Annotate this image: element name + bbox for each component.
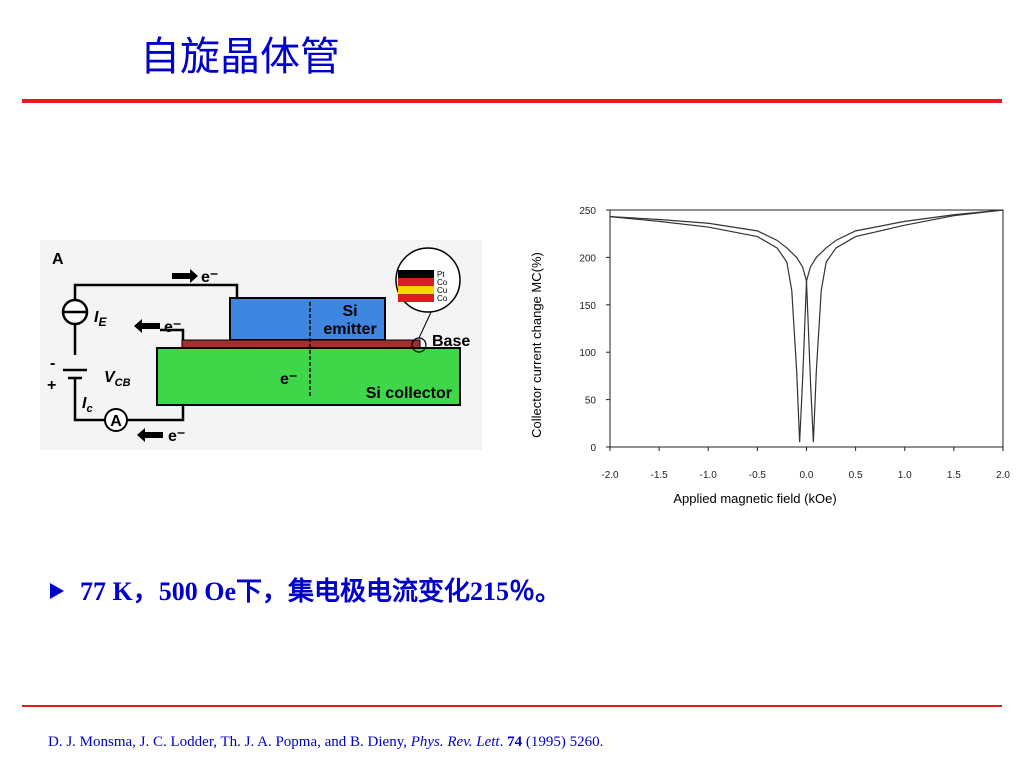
collector: [156, 347, 461, 406]
layer-label: Cu: [437, 286, 447, 295]
electron-label: e⁻: [201, 269, 218, 286]
y-tick-label: 150: [579, 301, 596, 312]
subscript: E: [98, 315, 107, 329]
arrows: [134, 269, 198, 442]
x-tick-label: -1.5: [651, 470, 669, 481]
layer: [398, 270, 434, 278]
layer-label: Pt: [437, 270, 445, 279]
ammeter: [104, 408, 128, 432]
journal: Phys. Rev. Lett: [410, 734, 501, 750]
symbol: V: [104, 369, 116, 386]
ammeter-label: A: [110, 413, 122, 430]
plus-sign: +: [47, 377, 56, 394]
emitter-label: Si: [342, 303, 357, 320]
wires: [63, 283, 239, 422]
slide-title: 自旋晶体管: [140, 34, 340, 79]
y-tick-label: 50: [585, 396, 597, 407]
reference: D. J. Monsma, J. C. Lodder, Th. J. A. Po…: [48, 734, 603, 750]
layer: [398, 294, 434, 302]
bullet-marker: [50, 583, 64, 599]
x-tick-label: 0.0: [800, 470, 814, 481]
mc-curve: [609, 209, 1004, 443]
y-tick-label: 100: [579, 348, 596, 359]
footer-rule: [22, 705, 1002, 707]
plot-frame: [609, 209, 1004, 448]
mc-curve: [609, 209, 1004, 443]
y-tick-label: 200: [579, 253, 596, 264]
subscript: c: [86, 403, 92, 415]
diagram: A A e⁻ e⁻ e⁻ IE VCB Ic - + Si emitter: [40, 240, 482, 450]
mc-chart: Applied magnetic field (kOe) Collector c…: [529, 206, 1010, 506]
year-page: (1995) 5260.: [522, 734, 603, 750]
minus-sign: -: [50, 355, 55, 372]
panel-label: A: [52, 251, 64, 268]
y-tick-label: 250: [579, 206, 596, 217]
electron-label: e⁻: [280, 371, 297, 388]
emitter-label: emitter: [323, 321, 376, 338]
callout-line: [418, 309, 433, 339]
vcb-label: VCB: [104, 369, 131, 389]
layer-label: Co: [437, 278, 448, 287]
electron-label: e⁻: [164, 319, 181, 336]
layer: [398, 278, 434, 286]
x-tick-label: 0.5: [849, 470, 863, 481]
y-tick-label: 0: [590, 443, 596, 454]
x-tick-label: -1.0: [700, 470, 718, 481]
symbol: I: [82, 395, 87, 412]
collector-label: Si collector: [366, 385, 452, 402]
x-tick-label: 1.0: [898, 470, 912, 481]
ie-label: IE: [94, 309, 107, 329]
x-axis-label: Applied magnetic field (kOe): [673, 491, 836, 506]
base-label: Base: [432, 333, 470, 350]
subscript: CB: [115, 377, 131, 389]
bullet-text: 77 K，500 Oe下，集电极电流变化215％。: [80, 576, 561, 606]
symbol: I: [94, 309, 99, 326]
base: [181, 339, 421, 349]
x-tick-label: 1.5: [947, 470, 961, 481]
x-tick-label: -2.0: [601, 470, 619, 481]
x-tick-label: -0.5: [749, 470, 767, 481]
separator: .: [500, 734, 508, 750]
volume: 74: [507, 734, 523, 750]
ic-label: Ic: [82, 395, 93, 415]
electron-label: e⁻: [168, 428, 185, 445]
x-tick-label: 2.0: [996, 470, 1010, 481]
layer-label: Co: [437, 294, 448, 303]
authors: D. J. Monsma, J. C. Lodder, Th. J. A. Po…: [48, 734, 411, 750]
layer: [398, 286, 434, 294]
title-rule: [22, 99, 1002, 103]
y-axis-label: Collector current change MC(%): [529, 252, 544, 438]
